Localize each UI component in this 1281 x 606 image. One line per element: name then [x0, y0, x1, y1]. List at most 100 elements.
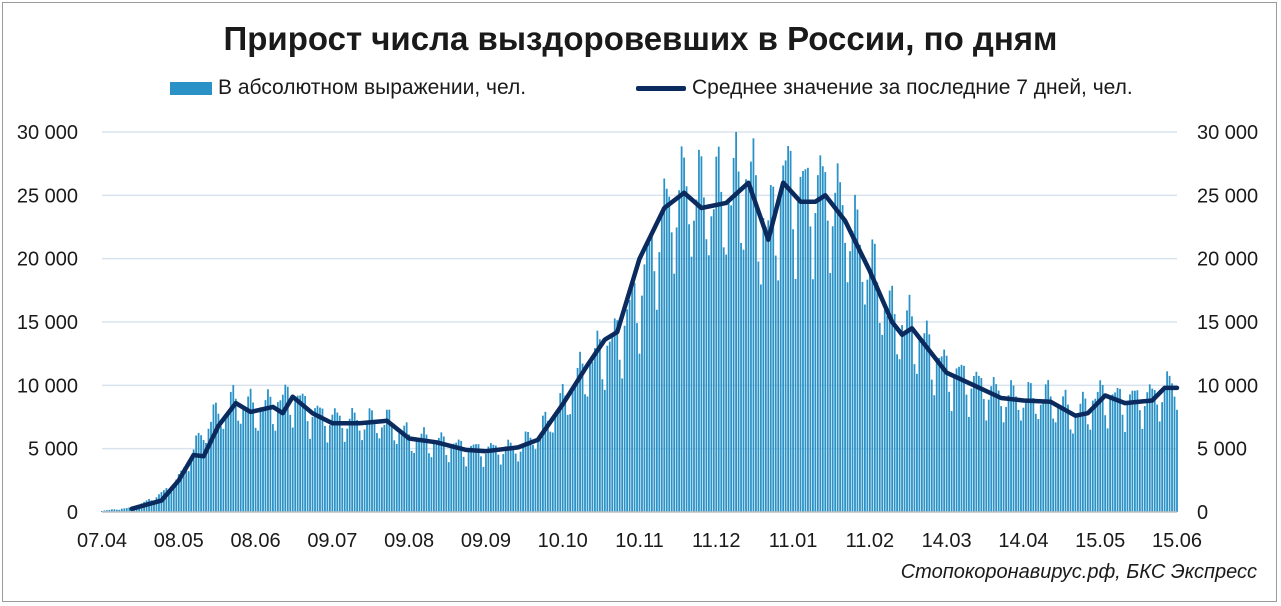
bar — [222, 428, 225, 512]
bar — [804, 169, 807, 513]
bar — [767, 220, 770, 512]
bar — [1029, 383, 1032, 512]
bar — [1156, 404, 1159, 512]
bar — [564, 395, 567, 512]
bar — [487, 446, 490, 512]
bar — [948, 391, 951, 512]
bar — [789, 150, 792, 512]
bar — [507, 439, 510, 512]
bar — [965, 394, 968, 512]
bar — [254, 427, 257, 512]
bar — [398, 432, 401, 512]
bar — [435, 441, 438, 512]
bar — [695, 199, 698, 512]
bar — [343, 441, 346, 512]
bar — [532, 444, 534, 512]
bar — [437, 437, 440, 512]
legend-swatch-line — [636, 85, 686, 91]
bar — [351, 407, 354, 512]
bar — [182, 467, 185, 512]
bar — [291, 427, 294, 512]
bar — [623, 325, 626, 512]
bar — [1079, 403, 1082, 512]
bar — [720, 191, 723, 512]
bar — [792, 229, 794, 512]
bar — [247, 396, 250, 512]
y-tick-label-left: 20 000 — [17, 249, 78, 271]
bar — [881, 334, 884, 512]
bar — [284, 384, 287, 512]
bar — [1109, 398, 1112, 512]
bar — [1143, 406, 1146, 512]
bar — [306, 421, 309, 512]
bar — [851, 230, 854, 512]
bar — [982, 399, 985, 512]
bar — [1017, 409, 1020, 512]
bar — [688, 224, 690, 512]
bar — [311, 416, 314, 512]
bar — [968, 416, 970, 512]
bar — [633, 282, 636, 512]
bar — [658, 252, 661, 512]
bar — [985, 420, 988, 512]
bar — [732, 157, 735, 512]
bar — [1022, 407, 1025, 512]
bar — [759, 284, 762, 512]
bar — [368, 408, 371, 512]
bar — [299, 395, 302, 512]
bar — [195, 435, 198, 512]
bar — [482, 466, 485, 512]
bar — [328, 425, 331, 512]
x-tick-label: 15.06 — [1152, 530, 1202, 552]
bar — [1057, 405, 1059, 512]
bar — [1074, 413, 1077, 512]
bar — [960, 364, 963, 512]
bar — [643, 264, 646, 512]
bar — [470, 445, 472, 512]
x-tick-label: 10.10 — [538, 530, 588, 552]
bar — [150, 500, 153, 512]
bar — [524, 431, 527, 512]
bar — [1106, 428, 1109, 512]
bar — [294, 399, 297, 512]
bar — [390, 424, 393, 512]
bar — [963, 365, 965, 512]
bar — [834, 192, 837, 512]
bar — [316, 405, 319, 512]
bar — [529, 437, 532, 512]
bar — [1037, 419, 1040, 512]
bar — [742, 249, 745, 512]
bar — [980, 378, 983, 512]
bar — [1047, 380, 1050, 512]
bar — [276, 402, 279, 512]
bar — [1119, 388, 1121, 512]
bar — [423, 427, 425, 512]
bar — [906, 310, 908, 512]
bar — [190, 459, 193, 512]
bar — [395, 443, 398, 512]
bar — [232, 384, 235, 512]
bar — [603, 389, 606, 512]
bar — [747, 185, 750, 512]
bar — [1020, 420, 1022, 512]
bar — [992, 377, 995, 512]
bar — [549, 431, 552, 512]
bar — [462, 456, 465, 512]
bar — [356, 419, 359, 512]
bar — [740, 242, 742, 512]
bar — [125, 508, 128, 512]
bar — [363, 429, 366, 512]
bar — [212, 404, 215, 512]
bar — [1059, 409, 1062, 512]
bar — [735, 132, 737, 512]
bar — [913, 364, 916, 512]
bar — [279, 400, 282, 512]
x-tick-label: 11.12 — [692, 530, 741, 552]
bar — [519, 451, 522, 512]
bar — [252, 402, 254, 512]
bar — [1151, 388, 1154, 512]
x-tick-label: 11.01 — [769, 530, 818, 552]
bar — [918, 335, 921, 512]
bar — [752, 138, 755, 512]
bar — [415, 438, 418, 512]
